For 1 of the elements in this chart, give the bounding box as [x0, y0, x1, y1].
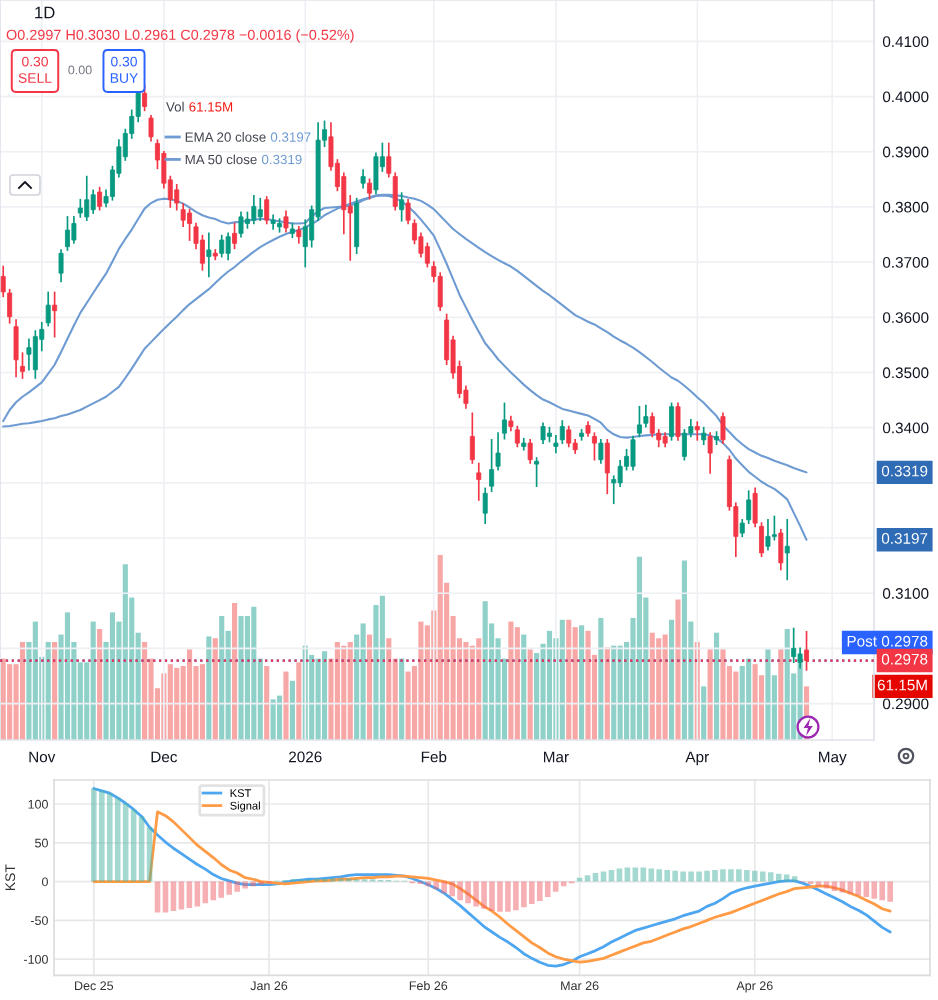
- chart-title: 1D: [35, 6, 55, 19]
